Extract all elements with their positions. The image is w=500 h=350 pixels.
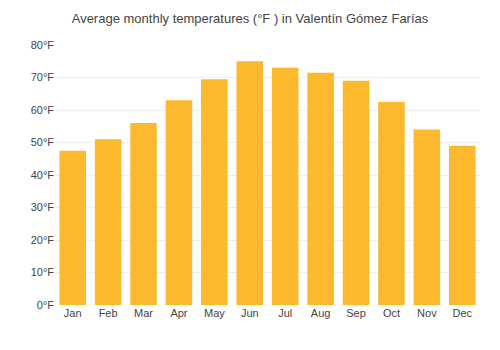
svg-text:May: May: [204, 307, 225, 319]
svg-text:Jan: Jan: [64, 307, 82, 319]
svg-text:20°F: 20°F: [31, 234, 55, 246]
svg-text:Nov: Nov: [417, 307, 437, 319]
svg-text:Oct: Oct: [383, 307, 400, 319]
svg-text:40°F: 40°F: [31, 169, 55, 181]
svg-text:Mar: Mar: [134, 307, 153, 319]
svg-text:30°F: 30°F: [31, 201, 55, 213]
svg-text:Dec: Dec: [453, 307, 473, 319]
svg-text:Apr: Apr: [170, 307, 187, 319]
svg-text:Feb: Feb: [99, 307, 118, 319]
svg-text:0°F: 0°F: [37, 299, 55, 311]
svg-text:Average monthly temperatures (: Average monthly temperatures (°F ) in Va…: [72, 11, 429, 26]
svg-text:Aug: Aug: [311, 307, 331, 319]
svg-text:70°F: 70°F: [31, 71, 55, 83]
svg-text:Jun: Jun: [241, 307, 259, 319]
svg-text:10°F: 10°F: [31, 266, 55, 278]
svg-text:Jul: Jul: [278, 307, 292, 319]
svg-text:50°F: 50°F: [31, 136, 55, 148]
svg-text:Sep: Sep: [346, 307, 366, 319]
svg-text:60°F: 60°F: [31, 104, 55, 116]
svg-text:80°F: 80°F: [31, 39, 55, 51]
